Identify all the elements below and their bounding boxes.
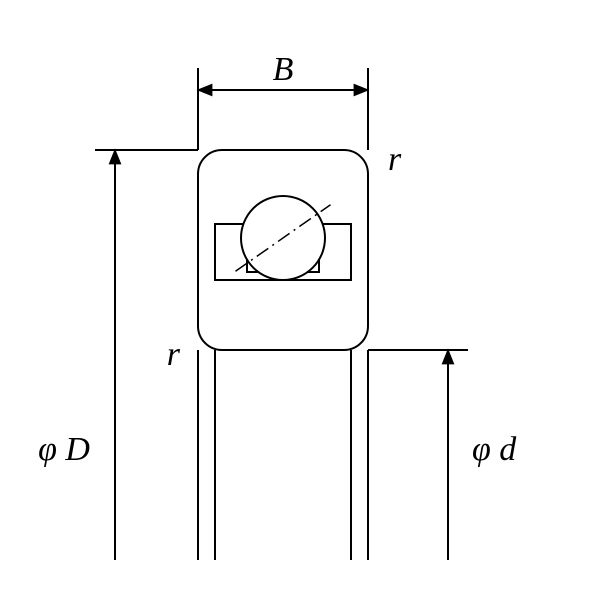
label-phi-d: φ d bbox=[472, 431, 517, 468]
bearing-diagram: B r r φ D φ d bbox=[0, 0, 600, 600]
label-r-top: r bbox=[388, 141, 402, 178]
label-phi-D: φ D bbox=[38, 431, 90, 468]
label-r-bottom: r bbox=[167, 336, 181, 373]
label-B: B bbox=[273, 51, 294, 88]
